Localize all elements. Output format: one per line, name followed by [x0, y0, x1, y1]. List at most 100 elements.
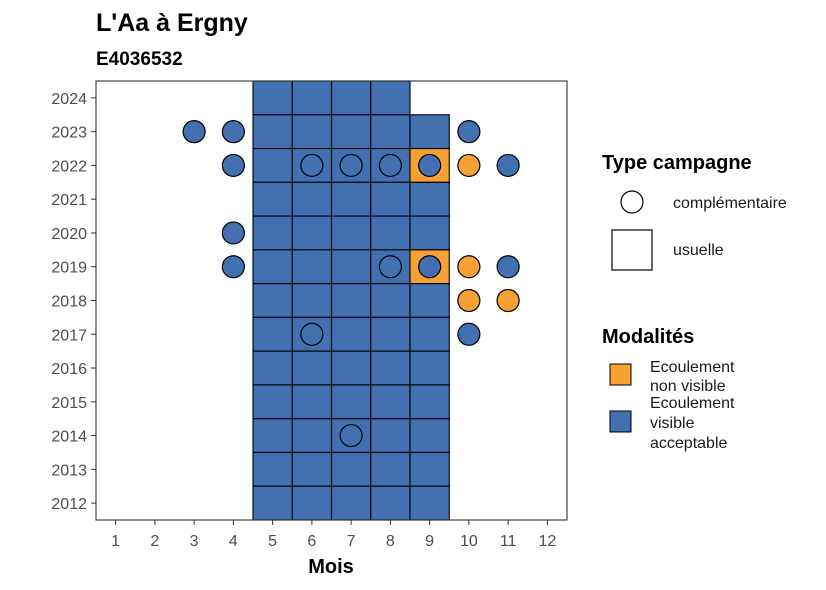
tile-2018-9: [409, 283, 450, 318]
tile-2019-7: [330, 249, 372, 285]
point-2023-3: [182, 120, 206, 144]
tile-2023-9: [409, 114, 450, 150]
tiles-layer: [252, 80, 450, 521]
legend-key-ecoulement-visible-acceptable: [609, 410, 632, 433]
tile-2022-5: [252, 147, 293, 183]
tile-2021-8: [370, 181, 411, 217]
tile-2012-5: [252, 485, 293, 521]
x-tick-label: 4: [229, 533, 238, 550]
point-2014-7: [339, 423, 363, 448]
point-2023-10: [457, 120, 481, 144]
legend: Type campagne complémentaire usuelle Mod…: [602, 152, 787, 452]
point-2017-10: [457, 322, 481, 346]
point-2019-4: [221, 255, 245, 279]
y-tick-label: 2020: [51, 226, 87, 243]
y-tick-label: 2013: [51, 462, 87, 479]
tile-2021-9: [409, 181, 450, 217]
point-2023-4: [221, 120, 245, 144]
tile-2017-9: [409, 316, 450, 352]
tile-2019-5: [252, 249, 293, 285]
point-2022-10: [457, 153, 481, 178]
legend-label-visible-line3: acceptable: [650, 435, 727, 452]
tile-2012-8: [370, 485, 411, 521]
tile-2019-6: [291, 249, 333, 285]
point-2022-6: [300, 153, 324, 178]
tile-2020-5: [252, 215, 293, 251]
legend-label-usuelle: usuelle: [673, 242, 724, 259]
y-tick-label: 2018: [51, 294, 87, 311]
tile-2023-8: [370, 114, 411, 150]
legend-key-ecoulement-non-visible: [609, 363, 632, 386]
legend-label-non-visible-line2: non visible: [650, 378, 726, 395]
legend-label-complementaire: complémentaire: [673, 195, 787, 212]
tile-2024-5: [252, 80, 293, 116]
tile-2013-6: [291, 451, 333, 487]
tile-2024-8: [370, 80, 411, 116]
point-2022-11: [496, 153, 520, 178]
tile-2012-6: [291, 485, 333, 521]
chart-subtitle: E4036532: [96, 49, 183, 70]
point-2022-9: [418, 153, 442, 178]
tile-2018-6: [291, 283, 333, 318]
legend-key-complementaire: [620, 190, 644, 214]
point-2018-10: [457, 288, 481, 313]
x-tick-label: 9: [425, 533, 434, 550]
x-tick-label: 5: [268, 533, 277, 550]
tile-2020-6: [291, 215, 333, 251]
tile-2020-7: [330, 215, 372, 251]
x-tick-label: 6: [307, 533, 316, 550]
y-tick-label: 2024: [51, 91, 87, 108]
tile-2016-6: [291, 350, 333, 386]
tile-2013-7: [330, 451, 372, 487]
tile-2023-5: [252, 114, 293, 150]
legend-label-visible-line2: visible: [650, 415, 695, 432]
tile-2014-6: [291, 418, 333, 454]
tile-2014-9: [409, 418, 450, 454]
point-2017-6: [300, 322, 324, 346]
tile-2015-8: [370, 384, 411, 420]
tile-2014-8: [370, 418, 411, 454]
tile-2021-6: [291, 181, 333, 217]
tile-2012-9: [409, 485, 450, 521]
tile-2023-7: [330, 114, 372, 150]
legend-title-modalites: Modalités: [602, 326, 694, 348]
x-tick-label: 1: [111, 533, 120, 550]
tile-2018-8: [370, 283, 411, 318]
y-tick-label: 2012: [51, 496, 87, 513]
point-2020-4: [221, 221, 245, 245]
point-2018-11: [496, 288, 520, 313]
y-tick-label: 2019: [51, 260, 87, 277]
tile-2021-5: [252, 181, 293, 217]
tile-2020-8: [370, 215, 411, 251]
y-tick-label: 2014: [51, 429, 87, 446]
tile-2024-6: [291, 80, 333, 116]
tile-2014-5: [252, 418, 293, 454]
y-tick-label: 2017: [51, 327, 87, 344]
tile-2015-9: [409, 384, 450, 420]
tile-2017-7: [330, 316, 372, 352]
y-tick-label: 2015: [51, 395, 87, 412]
legend-label-visible-line1: Ecoulement: [650, 395, 735, 412]
tile-2024-7: [330, 80, 372, 116]
y-tick-label: 2016: [51, 361, 87, 378]
tile-2015-5: [252, 384, 293, 420]
y-tick-label: 2021: [51, 192, 87, 209]
tile-2016-5: [252, 350, 293, 386]
chart-title: L'Aa à Ergny: [96, 9, 248, 37]
x-tick-label: 2: [150, 533, 159, 550]
legend-label-non-visible-line1: Ecoulement: [650, 359, 735, 376]
x-tick-label: 3: [190, 533, 199, 550]
tile-2015-6: [291, 384, 333, 420]
legend-title-type-campagne: Type campagne: [602, 152, 752, 174]
tile-2015-7: [330, 384, 372, 420]
point-2022-4: [221, 153, 245, 178]
tile-2016-7: [330, 350, 372, 386]
point-2019-10: [457, 255, 481, 279]
tile-2018-7: [330, 283, 372, 318]
tile-2017-5: [252, 316, 293, 352]
x-tick-label: 10: [460, 533, 478, 550]
tile-2020-9: [409, 215, 450, 251]
tile-2012-7: [330, 485, 372, 521]
tile-2013-8: [370, 451, 411, 487]
y-axis: 2012 2013 2014 2015 2016 2017 2018 2019 2020 2021…: [51, 91, 96, 513]
